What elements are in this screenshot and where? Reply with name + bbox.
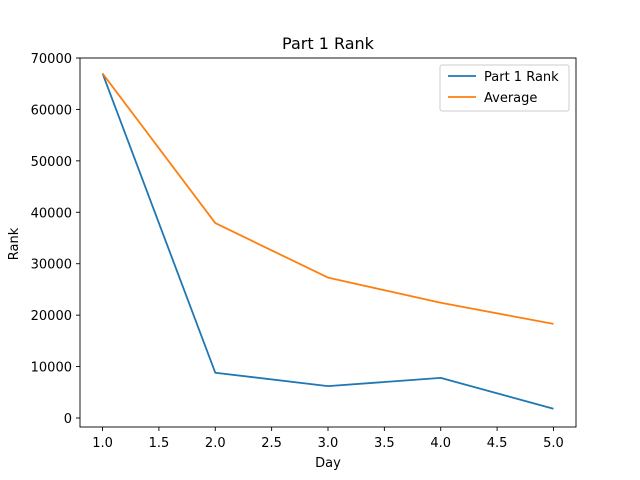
plot-area: 1.0 1.5 2.0 2.5 3.0 3.5 4.0 4.5 5.0 0 10000 20000 30…	[31, 52, 577, 451]
x-tick-label: 2.5	[261, 436, 282, 451]
x-tick-label: 1.0	[92, 436, 113, 451]
x-tick-label: 1.5	[149, 436, 170, 451]
y-tick-label: 0	[64, 412, 72, 427]
y-tick-label: 40000	[31, 206, 72, 221]
y-tick-label: 50000	[31, 155, 72, 170]
x-tick-label: 3.5	[374, 436, 395, 451]
x-tick-label: 4.0	[430, 436, 451, 451]
y-tick-label: 60000	[31, 103, 72, 118]
chart-title: Part 1 Rank	[282, 34, 375, 53]
legend-label-2: Average	[484, 91, 537, 106]
x-tick-label: 5.0	[543, 436, 564, 451]
x-axis-label: Day	[315, 456, 341, 471]
x-tick-label: 4.5	[487, 436, 508, 451]
y-tick-label: 20000	[31, 309, 72, 324]
legend-label-1: Part 1 Rank	[484, 70, 559, 85]
series-line-1	[101, 73, 554, 410]
x-tick-label: 2.0	[205, 436, 226, 451]
y-tick-label: 10000	[31, 361, 72, 376]
y-tick-label: 30000	[31, 258, 72, 273]
y-tick-label: 70000	[31, 52, 72, 67]
legend: Part 1 Rank Average	[439, 64, 570, 112]
x-tick-label: 3.0	[318, 436, 339, 451]
y-axis-label: Rank	[7, 227, 22, 260]
series-line-2	[101, 72, 554, 325]
